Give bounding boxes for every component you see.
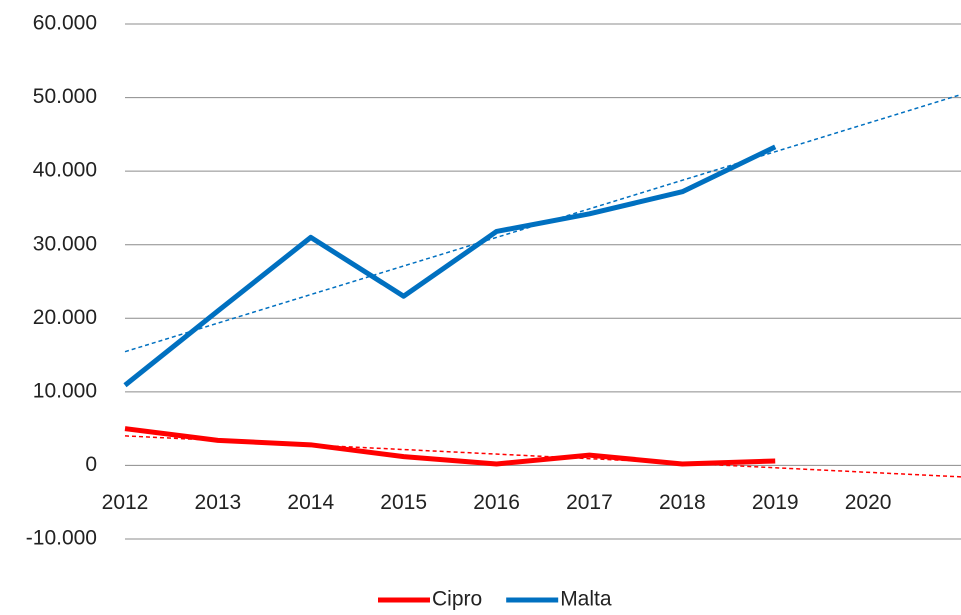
x-tick-label: 2012 xyxy=(102,491,149,514)
y-tick-label: 10.000 xyxy=(33,379,97,402)
legend-label: Malta xyxy=(560,588,612,611)
x-tick-label: 2014 xyxy=(287,491,334,514)
x-tick-label: 2020 xyxy=(845,491,892,514)
x-tick-label: 2018 xyxy=(659,491,706,514)
x-tick-label: 2019 xyxy=(752,491,799,514)
y-tick-label: 60.000 xyxy=(33,12,97,35)
legend-label: Cipro xyxy=(432,588,482,611)
y-tick-label: 40.000 xyxy=(33,159,97,182)
y-tick-label: 30.000 xyxy=(33,232,97,255)
y-tick-label: 50.000 xyxy=(33,85,97,108)
y-tick-label: 0 xyxy=(85,453,97,476)
y-tick-label: -10.000 xyxy=(26,527,97,550)
x-tick-label: 2017 xyxy=(566,491,613,514)
x-tick-label: 2015 xyxy=(380,491,427,514)
y-tick-label: 20.000 xyxy=(33,306,97,329)
x-tick-label: 2013 xyxy=(195,491,242,514)
x-tick-label: 2016 xyxy=(473,491,520,514)
series-line xyxy=(123,144,777,388)
series-line xyxy=(124,426,776,467)
